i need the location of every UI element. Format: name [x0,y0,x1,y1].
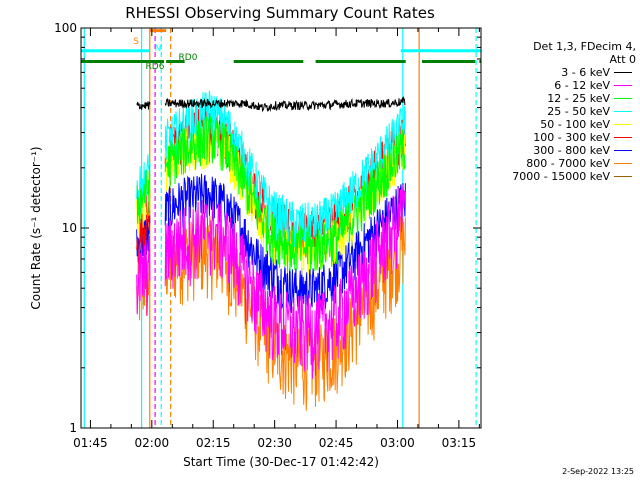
legend-item: 50 - 100 keV [486,118,636,131]
legend-swatch [614,176,632,177]
legend-item: 7000 - 15000 keV [486,170,636,183]
axis-ticks: 01:45 02:00 02:15 02:30 02:45 03:00 03:15 1 10 10… [54,21,481,450]
legend-item-label: 50 - 100 keV [540,118,610,131]
legend-swatch [614,137,632,138]
legend-item: 25 - 50 keV [486,105,636,118]
legend-swatch [614,163,632,164]
legend-swatch [614,72,632,73]
y-axis-label: Count Rate (s⁻¹ detector⁻¹) [29,146,43,309]
x-tick-label-3: 02:30 [257,436,292,450]
series-3 [136,90,406,248]
legend-item-label: 100 - 300 keV [533,131,610,144]
legend-swatch [614,85,632,86]
legend-item: 300 - 800 keV [486,144,636,157]
y-tick-label-2: 100 [54,21,77,35]
legend-item: 6 - 12 keV [486,79,636,92]
series-lines [136,90,406,411]
state-bar-label-1: N [155,44,162,54]
x-tick-label-2: 02:15 [196,436,231,450]
legend-header-line1: Det 1,3, FDecim 4, [533,40,636,53]
legend-item-label: 7000 - 15000 keV [512,170,610,183]
legend-item: 800 - 7000 keV [486,157,636,170]
state-bars: S N RD0 RD6 [81,29,481,72]
legend: Det 1,3, FDecim 4, Att 0 3 - 6 keV 6 - 12… [486,40,636,183]
date-stamp: 2-Sep-2022 13:25 [562,467,634,476]
x-tick-label-1: 02:00 [135,436,170,450]
legend-item: 3 - 6 keV [486,66,636,79]
chart-title: RHESSI Observing Summary Count Rates [125,4,435,22]
x-tick-label-0: 01:45 [73,436,108,450]
legend-header-line2: Att 0 [609,53,636,66]
series-0 [136,95,406,113]
legend-swatch [614,111,632,112]
state-bar-label-2: RD0 [179,53,198,63]
series-6 [136,173,406,315]
y-tick-label-1: 10 [62,221,77,235]
legend-swatch [614,124,632,125]
legend-item: 12 - 25 keV [486,92,636,105]
series-1 [136,184,406,379]
legend-item: 100 - 300 keV [486,131,636,144]
legend-item-label: 12 - 25 keV [547,92,610,105]
y-tick-label-0: 1 [69,421,77,435]
legend-swatch [614,150,632,151]
x-tick-label-6: 03:15 [442,436,477,450]
legend-item-label: 800 - 7000 keV [526,157,610,170]
legend-item-label: 25 - 50 keV [547,105,610,118]
legend-item-label: 6 - 12 keV [554,79,610,92]
state-bar-label-0: S [133,37,139,47]
x-tick-label-5: 03:00 [380,436,415,450]
state-bar-label-3: RD6 [146,62,165,72]
x-tick-label-4: 02:45 [319,436,354,450]
legend-item-label: 300 - 800 keV [533,144,610,157]
x-axis-label: Start Time (30-Dec-17 01:42:42) [183,455,379,469]
legend-swatch [614,98,632,99]
legend-item-label: 3 - 6 keV [561,66,610,79]
series-2 [136,116,406,272]
